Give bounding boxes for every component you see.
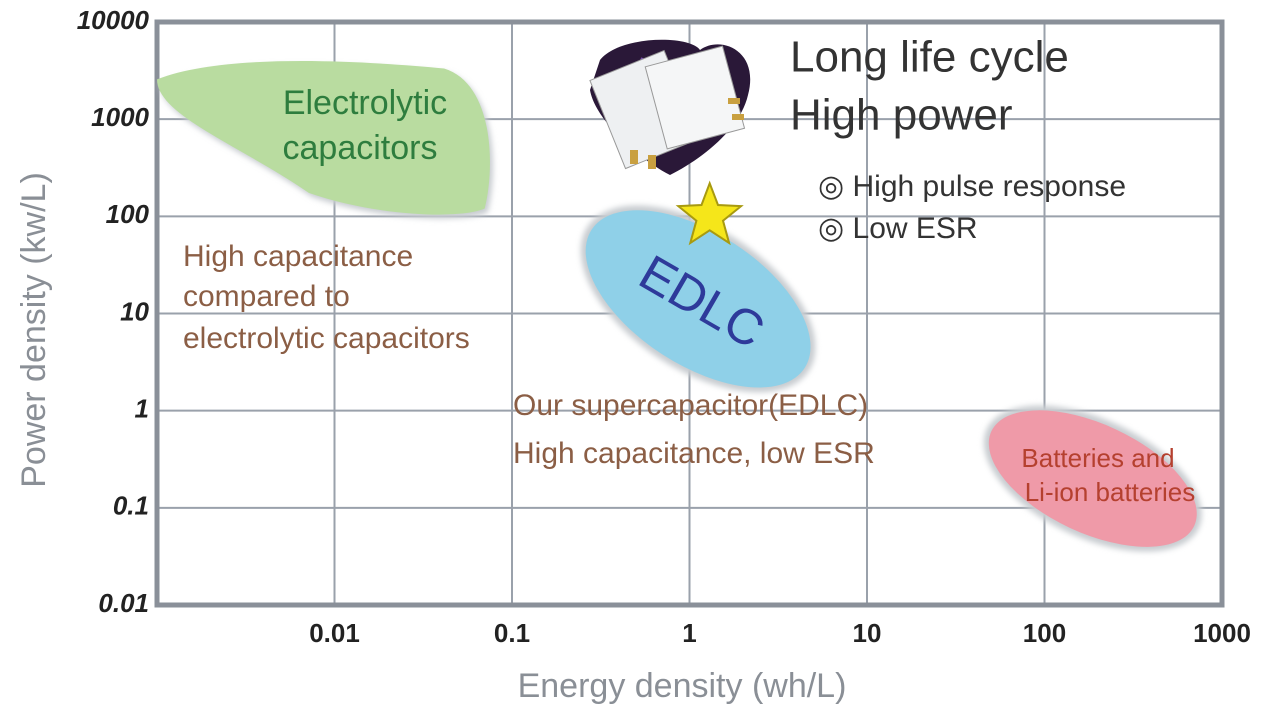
y-axis-label: Power density (kw/L) [15,172,53,488]
annotation: electrolytic capacitors [183,322,470,355]
x-tick-label: 0.1 [494,618,530,648]
annotation: ◎ Low ESR [818,212,978,245]
star-marker [675,180,744,246]
region-label: Li-ion batteries [1025,477,1196,507]
x-tick-label: 1 [682,618,696,648]
annotations: Long life cycle High power ◎ High pulse re… [183,33,1126,470]
annotation: High capacitance, low ESR [513,437,875,470]
marks [675,180,744,246]
x-tick-label: 1000 [1193,618,1251,648]
x-tick-label: 100 [1023,618,1066,648]
y-tick-label: 0.01 [98,588,149,618]
regions [157,61,1202,552]
y-tick-label: 100 [106,199,150,229]
plot-frame [154,19,1225,608]
y-tick-label: 10000 [77,5,150,35]
y-tick-label: 1 [135,394,149,424]
annotation: High capacitance [183,240,413,273]
y-tick-label: 1000 [91,102,149,132]
annotation: High power [790,91,1013,140]
region-label: Batteries and [1021,443,1174,473]
product-photo [589,39,751,175]
region-label: capacitors [283,129,438,167]
annotation: ◎ High pulse response [818,170,1126,203]
x-tick-label: 10 [853,618,882,648]
annotation: Our supercapacitor(EDLC) [513,389,868,422]
region-label: Electrolytic [283,84,447,122]
annotation: compared to [183,280,350,313]
y-tick-label: 0.1 [113,491,149,521]
y-tick-label: 10 [120,296,149,326]
x-axis-label: Energy density (wh/L) [518,667,847,705]
region [157,61,490,215]
region [988,410,1197,547]
annotation: Long life cycle [790,33,1069,82]
x-tick-label: 0.01 [309,618,360,648]
region [585,210,811,388]
